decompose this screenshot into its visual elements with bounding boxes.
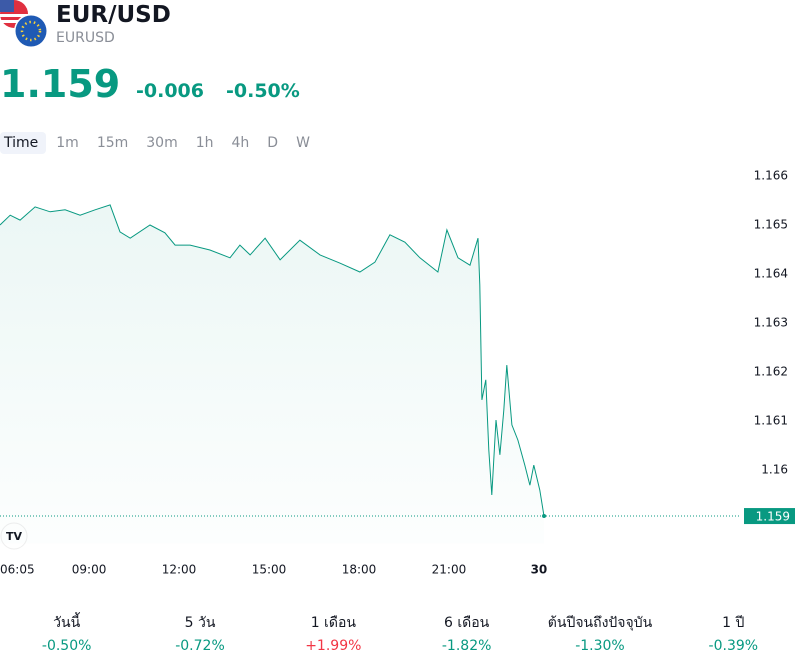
last-point <box>542 514 547 519</box>
interval-tab[interactable]: 1h <box>195 135 214 151</box>
y-tick-label: 1.166 <box>754 169 788 183</box>
y-tick-label: 1.16 <box>761 463 788 477</box>
stat: 5 วัน -0.72% <box>133 612 266 654</box>
performance: วันนี้ -0.50% 5 วัน -0.72% 1 เดือน +1.99% 6 เด… <box>0 612 800 654</box>
interval-tab[interactable]: W <box>296 135 310 151</box>
price: 1.159 <box>0 62 121 106</box>
interval-tab[interactable]: Time <box>0 132 47 154</box>
x-tick-label: 18:00 <box>342 563 377 577</box>
y-tick-label: 1.165 <box>754 218 788 232</box>
stat-label: ต้นปีจนถึงปัจจุบัน <box>547 615 653 631</box>
last-price-label: 1.159 <box>756 510 790 524</box>
stat-label: วันนี้ <box>53 615 81 631</box>
x-tick-label: 12:00 <box>162 563 197 577</box>
x-tick-label: 15:00 <box>252 563 287 577</box>
interval-tab[interactable]: 15m <box>96 135 129 151</box>
interval-tab[interactable]: D <box>267 135 279 151</box>
x-tick-label: 21:00 <box>432 563 467 577</box>
stat: 6 เดือน -1.82% <box>400 612 533 654</box>
ticker: EURUSD <box>56 30 115 46</box>
stat-value: -1.82% <box>441 638 492 654</box>
interval-tab[interactable]: 4h <box>231 135 250 151</box>
stat-value: +1.99% <box>305 638 362 654</box>
symbol: EUR/USD <box>56 2 171 28</box>
stat: 1 ปี -0.39% <box>667 612 800 654</box>
stat: ต้นปีจนถึงปัจจุบัน -1.30% <box>533 612 666 654</box>
price-line <box>0 204 545 517</box>
y-tick-label: 1.163 <box>754 316 788 330</box>
x-tick-label: 09:00 <box>72 563 107 577</box>
y-tick-label: 1.164 <box>754 267 788 281</box>
stat-value: -0.39% <box>708 638 759 654</box>
stat: 1 เดือน +1.99% <box>267 612 400 654</box>
x-tick-label: 06:05 <box>0 563 35 577</box>
x-tick-label: 30 <box>531 563 548 577</box>
chart: TV 1.161.1611.1621.1631.1641.1651.16606:… <box>0 169 795 577</box>
area <box>0 204 545 544</box>
change: -0.006 <box>136 80 204 102</box>
stat-label: 5 วัน <box>184 615 216 631</box>
stat-label: 1 ปี <box>722 615 745 631</box>
stat: วันนี้ -0.50% <box>0 612 133 654</box>
stat-value: -0.50% <box>41 638 92 654</box>
interval-tabs: Time 1m 15m 30m 1h 4h D W <box>0 132 324 154</box>
flag-icon <box>0 0 48 48</box>
interval-tab[interactable]: 1m <box>56 135 79 151</box>
stat-label: 1 เดือน <box>310 615 356 631</box>
stat-value: -0.72% <box>175 638 225 654</box>
change-percent: -0.50% <box>226 80 300 102</box>
interval-tab[interactable]: 30m <box>146 135 178 151</box>
last-price-tag <box>744 508 795 525</box>
y-tick-label: 1.162 <box>754 365 788 379</box>
y-tick-label: 1.161 <box>754 414 788 428</box>
stat-label: 6 เดือน <box>444 615 490 631</box>
stat-value: -1.30% <box>575 638 625 654</box>
